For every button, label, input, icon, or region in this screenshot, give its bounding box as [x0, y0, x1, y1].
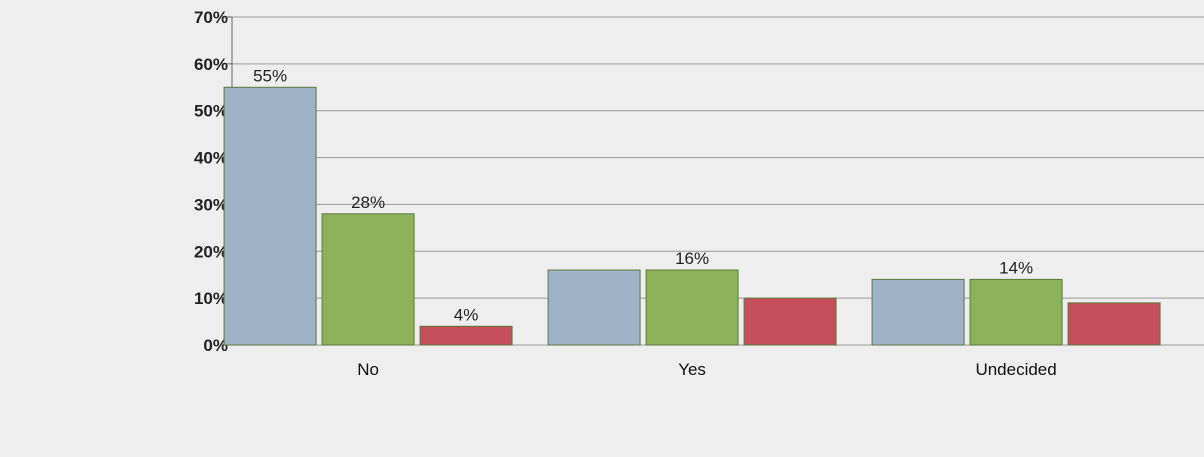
y-tick-label: 0% [203, 336, 228, 355]
x-category-label: Yes [678, 360, 706, 379]
y-tick-label: 70% [194, 8, 228, 27]
x-category-label: No [357, 360, 379, 379]
y-tick-label: 10% [194, 289, 228, 308]
bar-value-label: 28% [351, 193, 385, 212]
x-category-label: Undecided [975, 360, 1056, 379]
y-tick-label: 30% [194, 195, 228, 214]
bar [645, 269, 739, 346]
x-axis-labels: No Yes Undecided [357, 360, 1057, 379]
bar [743, 297, 837, 346]
bar [223, 86, 317, 346]
bar-value-label: 14% [999, 258, 1033, 277]
bar [321, 213, 415, 346]
bar-value-label: 4% [454, 305, 479, 324]
y-tick-label: 60% [194, 55, 228, 74]
y-tick-label: 40% [194, 149, 228, 168]
y-tick-label: 50% [194, 102, 228, 121]
bar [419, 325, 513, 346]
bar [969, 278, 1063, 346]
data-labels: 55% 28% 16% 14% 4% [253, 66, 1033, 324]
bars [223, 86, 1161, 346]
bar-value-label: 16% [675, 249, 709, 268]
bar [871, 278, 965, 346]
bar [547, 269, 641, 346]
y-axis: 0% 10% 20% 30% 40% 50% 60% 70% [194, 8, 233, 355]
bar-value-label: 55% [253, 66, 287, 85]
y-tick-label: 20% [194, 242, 228, 261]
bar [1067, 302, 1161, 346]
